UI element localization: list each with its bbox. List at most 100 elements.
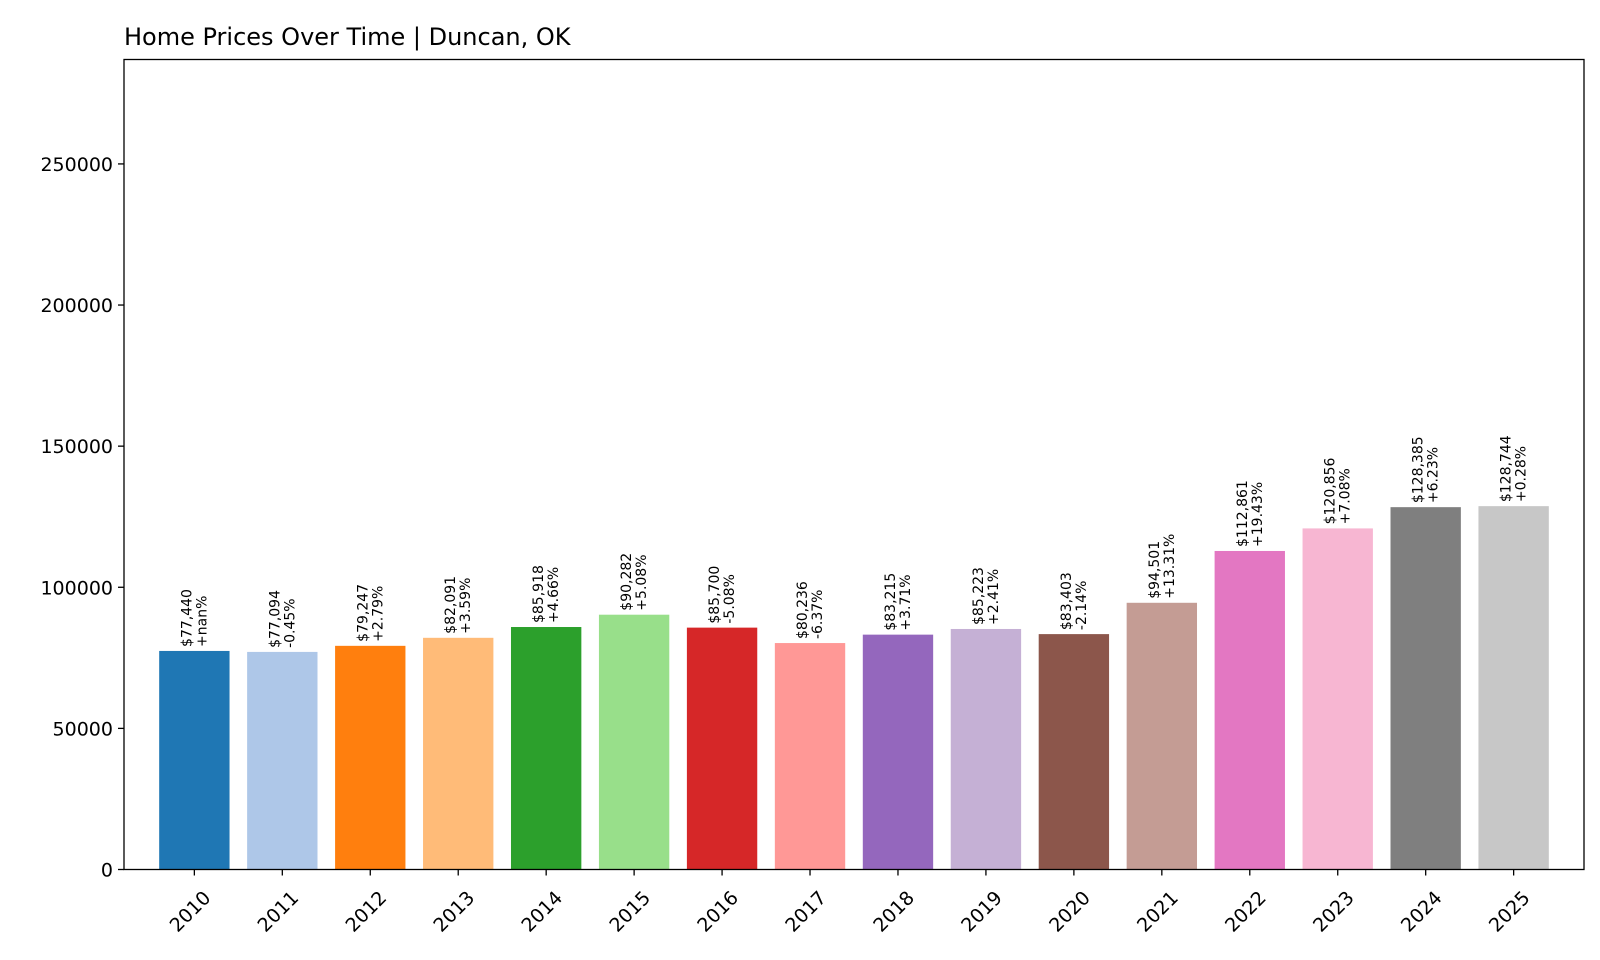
bar-value-label: $85,223 xyxy=(971,567,987,625)
x-tick-2018: 2018 xyxy=(869,887,919,937)
bar-label-2010: $77,440 +nan% xyxy=(179,589,210,647)
x-tick-2011: 2011 xyxy=(254,887,304,937)
bar-2013 xyxy=(423,637,494,870)
bar-label-2018: $83,215 +3.71% xyxy=(883,573,914,631)
x-tick-2013: 2013 xyxy=(429,887,479,937)
bar-2017 xyxy=(774,643,846,870)
bar-change-label: -2.14% xyxy=(1074,581,1090,631)
plot-frame xyxy=(123,58,1585,871)
x-tick-2010: 2010 xyxy=(166,887,216,937)
y-axis: 0 50000 100000 150000 200000 250000 xyxy=(40,154,124,882)
bar-change-label: +13.31% xyxy=(1162,534,1178,599)
bar-label-2017: $80,236 -6.37% xyxy=(795,581,826,639)
x-tick-label: 2020 xyxy=(1045,887,1095,937)
bar-value-label: $85,918 xyxy=(531,565,547,623)
bar-label-2016: $85,700 -5.08% xyxy=(707,566,738,624)
bar-2020 xyxy=(1038,634,1110,870)
bar-change-label: +0.28% xyxy=(1514,446,1530,502)
bar-2014 xyxy=(510,627,582,870)
bar-change-label: +6.23% xyxy=(1426,447,1442,503)
x-tick-2024: 2024 xyxy=(1397,887,1447,937)
x-tick-2021: 2021 xyxy=(1133,887,1183,937)
bar-label-2011: $77,094 -0.45% xyxy=(267,590,298,648)
y-tick-label: 200000 xyxy=(40,295,113,317)
bar-label-2025: $128,744 +0.28% xyxy=(1499,435,1530,502)
bar-label-2013: $82,091 +3.59% xyxy=(443,576,474,634)
y-tick-label: 50000 xyxy=(53,718,113,740)
x-tick-label: 2022 xyxy=(1221,887,1271,937)
x-axis: 2010 2011 2012 2013 2014 2015 2016 2017 2018 2019… xyxy=(166,869,1535,937)
x-tick-label: 2012 xyxy=(341,887,391,937)
bar-value-label: $83,403 xyxy=(1059,572,1075,630)
bar-2019 xyxy=(950,628,1022,870)
bar-2015 xyxy=(598,614,670,870)
bar-2010 xyxy=(159,650,230,870)
bar-value-label: $90,282 xyxy=(619,553,635,611)
chart-title: Home Prices Over Time | Duncan, OK xyxy=(124,23,572,51)
bar-2025 xyxy=(1478,506,1549,870)
bar-change-label: -5.08% xyxy=(722,574,738,624)
bar-change-label: +19.43% xyxy=(1250,482,1266,547)
x-tick-label: 2018 xyxy=(869,887,919,937)
bar-label-2019: $85,223 +2.41% xyxy=(971,567,1002,625)
bar-label-2020: $83,403 -2.14% xyxy=(1059,572,1090,630)
bars-group xyxy=(159,506,1549,870)
bar-labels-group: $77,440 +nan% $77,094 -0.45% $79,247 +2.79% $8… xyxy=(179,435,1529,648)
x-tick-label: 2017 xyxy=(781,887,831,937)
bar-change-label: +nan% xyxy=(194,596,210,647)
bar-change-label: +4.66% xyxy=(546,567,562,623)
y-tick-label: 150000 xyxy=(40,436,113,458)
bar-label-2022: $112,861 +19.43% xyxy=(1235,480,1266,547)
x-tick-label: 2010 xyxy=(166,887,216,937)
bar-value-label: $128,385 xyxy=(1411,436,1427,503)
bar-change-label: -6.37% xyxy=(810,590,826,640)
bar-value-label: $77,440 xyxy=(179,589,195,647)
bar-value-label: $120,856 xyxy=(1323,458,1339,525)
x-tick-label: 2011 xyxy=(254,887,304,937)
x-tick-label: 2024 xyxy=(1397,887,1447,937)
bar-change-label: +2.79% xyxy=(370,586,386,642)
x-tick-2019: 2019 xyxy=(957,887,1007,937)
bar-value-label: $83,215 xyxy=(883,573,899,631)
bar-2018 xyxy=(862,634,934,870)
bar-change-label: -0.45% xyxy=(282,598,298,648)
x-tick-label: 2023 xyxy=(1309,887,1359,937)
bar-change-label: +3.71% xyxy=(898,574,914,630)
x-tick-2014: 2014 xyxy=(517,887,567,937)
bar-2021 xyxy=(1126,602,1198,870)
x-tick-label: 2025 xyxy=(1485,887,1535,937)
x-tick-label: 2015 xyxy=(605,887,655,937)
bar-value-label: $85,700 xyxy=(707,566,723,624)
x-tick-label: 2019 xyxy=(957,887,1007,937)
bar-value-label: $112,861 xyxy=(1235,480,1251,547)
x-tick-2016: 2016 xyxy=(693,887,743,937)
bar-value-label: $82,091 xyxy=(443,576,459,634)
bar-2012 xyxy=(335,645,406,870)
bar-change-label: +3.59% xyxy=(458,578,474,634)
x-tick-2023: 2023 xyxy=(1309,887,1359,937)
y-tick-label: 0 xyxy=(101,860,113,882)
x-tick-2025: 2025 xyxy=(1485,887,1535,937)
y-tick-label: 100000 xyxy=(40,577,113,599)
x-tick-label: 2021 xyxy=(1133,887,1183,937)
bar-2024 xyxy=(1390,507,1461,870)
x-tick-2017: 2017 xyxy=(781,887,831,937)
bar-change-label: +7.08% xyxy=(1338,468,1354,524)
bar-value-label: $94,501 xyxy=(1147,541,1163,599)
bar-label-2024: $128,385 +6.23% xyxy=(1411,436,1442,503)
x-tick-2015: 2015 xyxy=(605,887,655,937)
bar-value-label: $80,236 xyxy=(795,581,811,639)
bar-value-label: $79,247 xyxy=(355,584,371,642)
x-tick-2012: 2012 xyxy=(341,887,391,937)
bar-2023 xyxy=(1302,528,1373,870)
bar-label-2014: $85,918 +4.66% xyxy=(531,565,562,623)
x-tick-2020: 2020 xyxy=(1045,887,1095,937)
bar-2016 xyxy=(686,627,758,870)
bar-label-2015: $90,282 +5.08% xyxy=(619,553,650,611)
y-tick-label: 250000 xyxy=(40,154,113,176)
x-tick-label: 2013 xyxy=(429,887,479,937)
bar-2011 xyxy=(247,651,318,870)
bar-value-label: $128,744 xyxy=(1499,435,1515,502)
